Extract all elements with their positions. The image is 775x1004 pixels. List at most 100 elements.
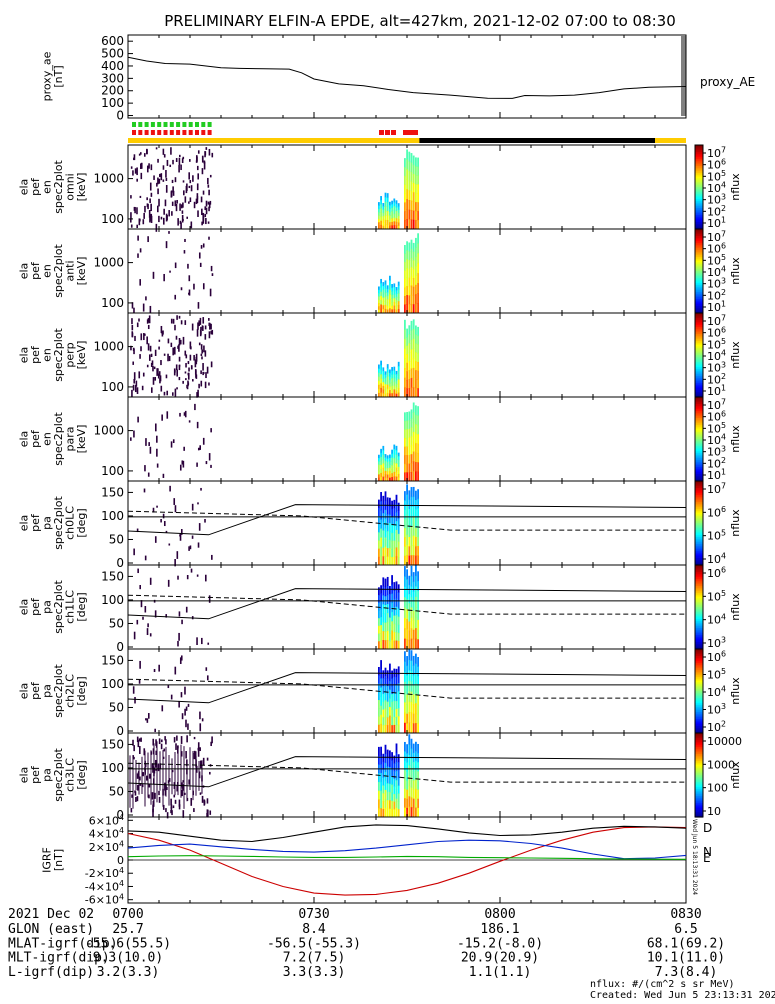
colorbar-cell xyxy=(695,670,703,673)
burst-cell xyxy=(397,219,400,224)
colorbar-cell xyxy=(695,374,703,377)
noise-speck xyxy=(153,668,156,673)
burst-cell xyxy=(380,278,382,284)
noise-speck xyxy=(140,600,143,608)
noise-speck xyxy=(162,217,165,225)
burst-cell xyxy=(382,793,385,802)
burst-cell xyxy=(378,724,380,734)
burst-cell xyxy=(386,514,389,524)
burst-cell xyxy=(378,296,380,301)
noise-speck xyxy=(180,736,183,744)
burst-cell xyxy=(417,253,419,264)
burst-cell xyxy=(397,632,400,642)
colorbar-label-text: nflux xyxy=(729,425,742,453)
noise-speck xyxy=(158,198,160,207)
colorbar-cell xyxy=(695,617,703,620)
burst-cell xyxy=(393,366,396,371)
burst-cell xyxy=(393,632,396,642)
burst-cell xyxy=(391,621,393,632)
burst-cell xyxy=(406,780,408,791)
colorbar-cell xyxy=(695,437,703,440)
colorbar-cell xyxy=(695,545,703,549)
colorbar-cell xyxy=(695,570,703,573)
burst-cell xyxy=(408,334,411,344)
colorbar-cell xyxy=(695,486,703,489)
burst-cell xyxy=(384,587,387,597)
burst-cell xyxy=(395,798,398,809)
noise-speck xyxy=(200,380,203,387)
flag-green xyxy=(176,122,181,127)
noise-speck xyxy=(202,757,205,766)
burst-cell xyxy=(391,393,393,398)
burst-cell xyxy=(380,519,382,530)
flag-red xyxy=(176,130,181,135)
noise-speck xyxy=(134,696,136,704)
burst-cell xyxy=(384,692,387,701)
burst-cell xyxy=(380,723,382,734)
burst-cell xyxy=(410,377,413,388)
y-tick-label: 100 xyxy=(101,96,124,110)
noise-speck xyxy=(165,177,168,181)
burst-cell xyxy=(417,184,419,194)
noise-speck xyxy=(136,796,139,802)
colorbar-cell xyxy=(695,757,703,760)
burst-cell xyxy=(391,382,393,387)
y-tick-label: 1000 xyxy=(93,340,124,354)
burst-cell xyxy=(378,471,380,475)
noise-speck xyxy=(176,369,179,377)
burst-cell xyxy=(410,258,413,268)
noise-speck xyxy=(182,784,184,791)
burst-cell xyxy=(415,237,417,248)
burst-cell xyxy=(393,209,396,215)
colorbar-cell xyxy=(695,727,703,731)
burst-cell xyxy=(380,460,382,466)
colorbar-cell xyxy=(695,146,703,150)
burst-cell xyxy=(404,788,406,799)
colorbar-cell xyxy=(695,383,703,386)
noise-speck xyxy=(198,383,200,389)
burst-cell xyxy=(406,494,408,506)
burst-cell xyxy=(415,713,417,724)
noise-speck xyxy=(177,218,179,226)
burst-cell xyxy=(395,207,398,212)
noise-speck xyxy=(144,606,147,613)
burst-cell xyxy=(404,245,406,255)
noise-speck xyxy=(143,748,146,756)
burst-cell xyxy=(389,625,391,634)
burst-cell xyxy=(417,335,419,345)
colorbar-cell xyxy=(695,442,703,445)
noise-speck xyxy=(165,614,168,618)
noise-speck xyxy=(160,743,163,750)
colorbar-cell xyxy=(695,293,703,297)
noise-speck xyxy=(166,159,169,166)
burst-cell xyxy=(395,459,398,464)
burst-cell xyxy=(410,418,413,428)
noise-speck xyxy=(147,343,150,351)
burst-cell xyxy=(408,555,411,566)
noise-speck xyxy=(137,740,140,748)
axis-label-line: pa xyxy=(40,516,53,530)
colorbar-cell xyxy=(695,743,703,746)
noise-speck xyxy=(166,812,169,819)
burst-cell xyxy=(415,638,417,650)
burst-cell xyxy=(389,369,391,374)
burst-cell xyxy=(380,204,382,209)
noise-speck xyxy=(204,381,207,389)
burst-cell xyxy=(393,556,396,566)
noise-speck xyxy=(150,203,152,212)
noise-speck xyxy=(160,360,162,366)
burst-cell xyxy=(395,632,398,642)
noise-speck xyxy=(135,797,137,802)
burst-cell xyxy=(389,289,391,295)
burst-cell xyxy=(393,763,396,772)
burst-cell xyxy=(378,392,380,398)
burst-cell xyxy=(393,684,396,694)
colorbar-cell xyxy=(695,481,703,484)
noise-speck xyxy=(204,151,206,158)
colorbar-cell xyxy=(695,229,703,232)
colorbar-cell xyxy=(695,204,703,207)
burst-cell xyxy=(412,555,415,566)
colorbar-cell xyxy=(695,211,703,214)
noise-speck xyxy=(196,195,199,204)
